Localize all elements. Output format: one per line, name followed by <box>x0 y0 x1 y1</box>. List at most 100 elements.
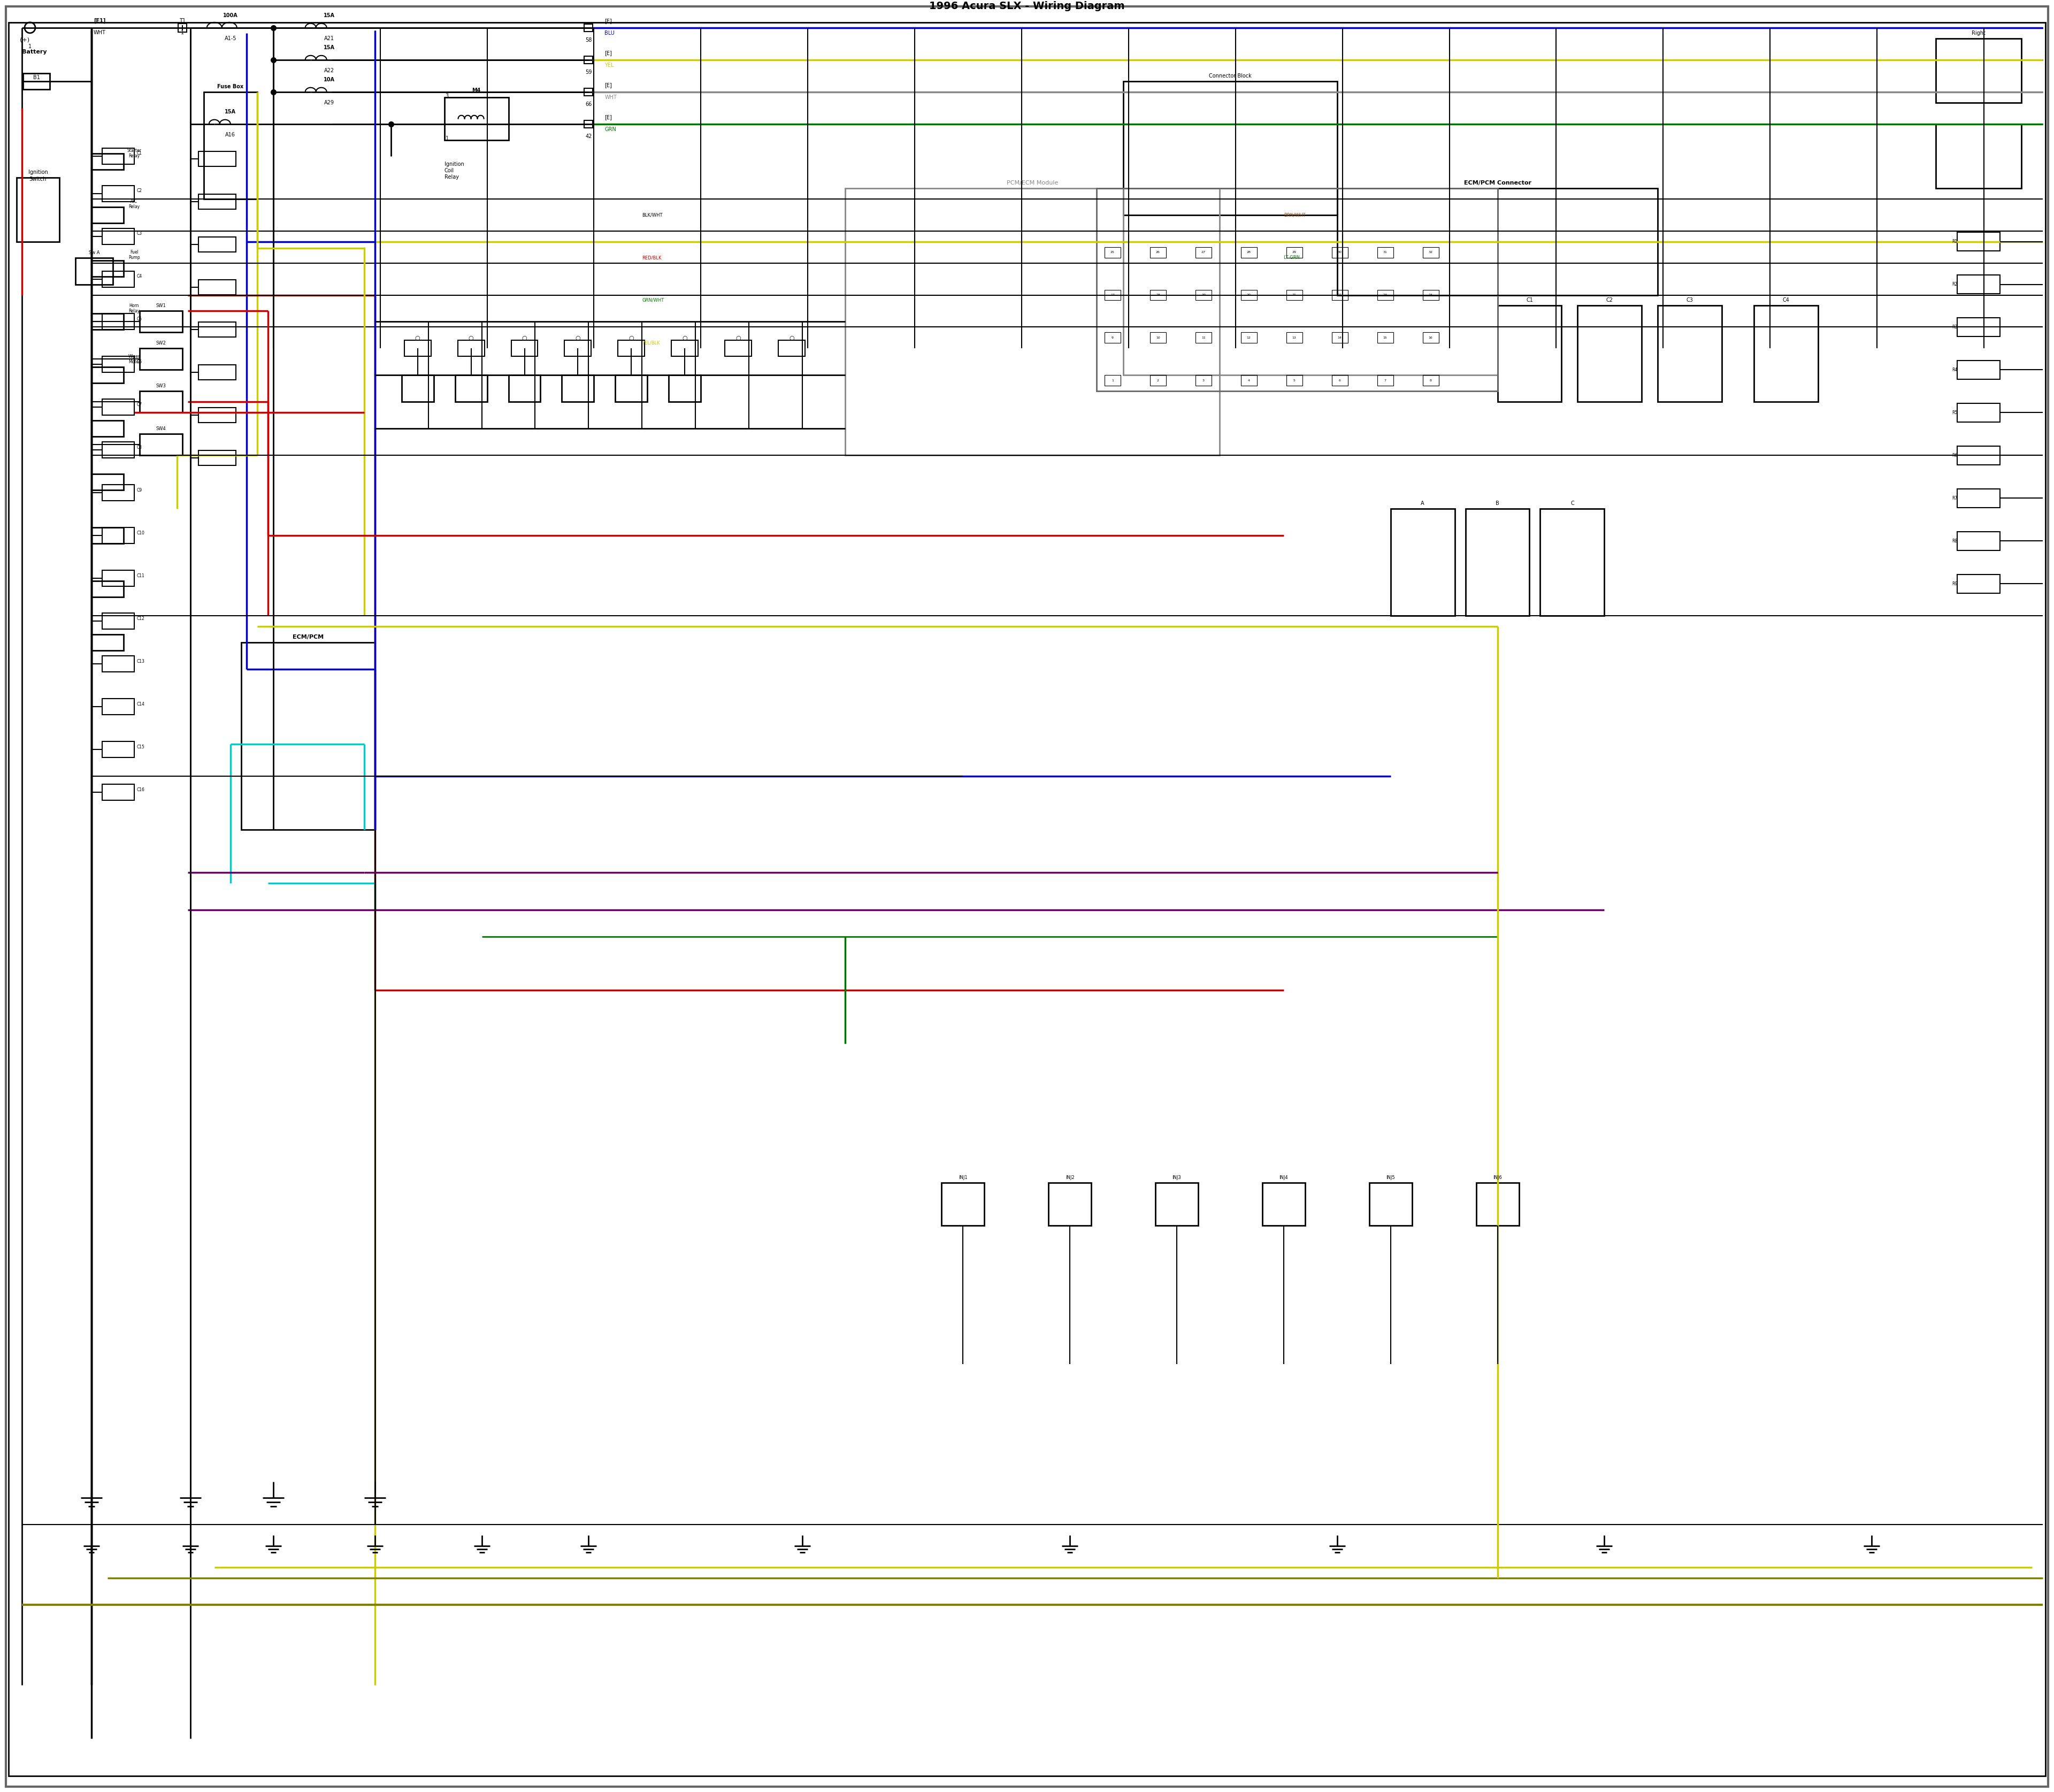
Text: 1: 1 <box>446 136 448 142</box>
Bar <box>670 375 700 401</box>
Bar <box>672 340 698 357</box>
Bar <box>509 375 540 401</box>
Bar <box>778 340 805 357</box>
Text: 8: 8 <box>1430 380 1432 382</box>
Text: Battery: Battery <box>23 48 47 54</box>
Bar <box>23 73 49 90</box>
Text: ○: ○ <box>415 335 421 340</box>
Text: Relay: Relay <box>444 174 458 179</box>
Bar <box>1957 575 2001 593</box>
Text: 9: 9 <box>1111 337 1113 339</box>
Text: INJ6: INJ6 <box>1493 1176 1501 1179</box>
Text: C15: C15 <box>138 744 146 749</box>
Text: C3: C3 <box>138 231 142 237</box>
Bar <box>1154 1183 1197 1226</box>
Text: 7: 7 <box>1384 380 1386 382</box>
Text: WHT: WHT <box>604 95 616 100</box>
Bar <box>1195 333 1212 342</box>
Text: C6: C6 <box>138 360 142 364</box>
Text: R6: R6 <box>1951 453 1957 457</box>
Bar <box>1150 247 1167 258</box>
Bar <box>1935 38 2021 102</box>
Text: 18: 18 <box>1156 294 1161 296</box>
Text: R4: R4 <box>1951 367 1957 373</box>
Text: INJ2: INJ2 <box>1066 1176 1074 1179</box>
Bar <box>103 185 134 201</box>
Text: 10: 10 <box>1156 337 1161 339</box>
Bar <box>1391 509 1454 616</box>
Bar <box>1150 333 1167 342</box>
Bar <box>725 340 752 357</box>
Text: 25: 25 <box>1111 251 1115 254</box>
Bar <box>103 613 134 629</box>
Bar <box>92 581 123 597</box>
Bar <box>92 206 123 222</box>
Text: [E]: [E] <box>604 50 612 56</box>
Bar <box>583 120 594 127</box>
Bar <box>1658 306 1721 401</box>
Bar <box>103 149 134 165</box>
Text: Ignition: Ignition <box>444 161 464 167</box>
Bar <box>456 375 487 401</box>
Text: 58: 58 <box>585 38 592 43</box>
Bar <box>1423 247 1438 258</box>
Text: 30: 30 <box>1337 251 1341 254</box>
Text: 29: 29 <box>1292 251 1296 254</box>
Bar <box>1957 403 2001 421</box>
Bar <box>92 527 123 543</box>
Text: 1: 1 <box>181 30 185 36</box>
Text: C14: C14 <box>138 702 146 706</box>
Bar <box>140 312 183 333</box>
Text: C7: C7 <box>138 401 142 407</box>
Bar <box>103 570 134 586</box>
Text: 28: 28 <box>1247 251 1251 254</box>
Bar <box>405 340 431 357</box>
Text: GRN/WHT: GRN/WHT <box>643 297 663 303</box>
Bar <box>199 450 236 466</box>
Bar <box>1195 290 1212 301</box>
Bar <box>1957 446 2001 464</box>
Bar <box>1331 333 1347 342</box>
Text: 15A: 15A <box>224 109 236 115</box>
Text: C4: C4 <box>1783 297 1789 303</box>
Bar <box>199 366 236 380</box>
Text: 20: 20 <box>1247 294 1251 296</box>
Text: 15A: 15A <box>325 13 335 18</box>
Text: A21: A21 <box>325 36 335 41</box>
Text: 27: 27 <box>1202 251 1206 254</box>
Bar <box>92 314 123 330</box>
Bar <box>199 151 236 167</box>
Text: 3: 3 <box>446 93 448 99</box>
Text: ECM/PCM: ECM/PCM <box>292 634 322 640</box>
Text: INJ4: INJ4 <box>1280 1176 1288 1179</box>
Text: 4: 4 <box>1247 380 1251 382</box>
Bar <box>583 23 594 32</box>
Bar <box>1105 333 1121 342</box>
Text: 14: 14 <box>1337 337 1341 339</box>
Text: BLU: BLU <box>604 30 614 36</box>
Text: LT GRN: LT GRN <box>1284 254 1300 260</box>
Bar <box>103 228 134 244</box>
Text: 1: 1 <box>1111 380 1113 382</box>
Bar <box>92 475 123 491</box>
Text: 6: 6 <box>1339 380 1341 382</box>
Text: R7: R7 <box>1951 496 1957 500</box>
Text: 17: 17 <box>1111 294 1115 296</box>
Bar <box>1286 247 1302 258</box>
Bar <box>1423 375 1438 385</box>
Bar <box>92 634 123 650</box>
Bar <box>565 340 592 357</box>
Text: [E]: [E] <box>604 82 612 88</box>
Bar <box>103 527 134 543</box>
Bar <box>1286 333 1302 342</box>
Bar <box>1957 532 2001 550</box>
Text: R3: R3 <box>1951 324 1957 330</box>
Bar <box>1957 274 2001 294</box>
Bar <box>1497 306 1561 401</box>
Text: 11: 11 <box>1202 337 1206 339</box>
Text: ○: ○ <box>629 335 635 340</box>
Bar <box>103 314 134 330</box>
Text: A/C
Relay: A/C Relay <box>129 199 140 210</box>
Text: 22: 22 <box>1337 294 1341 296</box>
Bar <box>92 421 123 437</box>
